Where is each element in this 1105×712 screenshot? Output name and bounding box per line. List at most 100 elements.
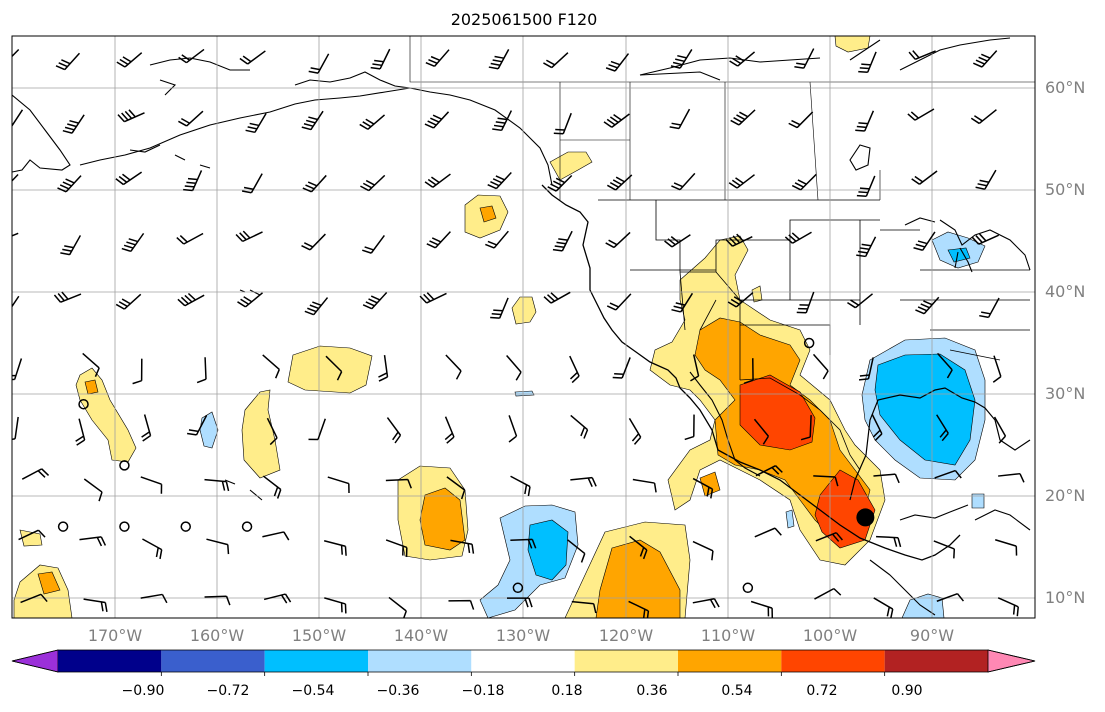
wind-barb: [83, 478, 103, 502]
wind-barb: [176, 232, 204, 245]
wind-barb: [815, 532, 843, 542]
wind-barb: [115, 171, 143, 186]
wind-barb: [183, 170, 203, 192]
wind-barb: [605, 53, 630, 72]
wind-barb: [448, 599, 475, 610]
wind-barb: [57, 175, 82, 193]
wind-barb: [750, 600, 774, 618]
wind-barb: [671, 172, 696, 191]
wind-barb: [327, 476, 350, 494]
wind-barb: [570, 476, 597, 488]
lat-label-30n: 30°N: [1045, 384, 1086, 403]
wind-barb: [813, 475, 839, 487]
wind-barb: [567, 539, 586, 563]
lon-label-160w: 160°W: [189, 626, 245, 645]
colorbar-tick-label: 0.18: [551, 683, 583, 699]
wind-barb: [262, 475, 282, 499]
wind-barb: [915, 296, 940, 315]
wind-barb: [730, 109, 756, 126]
wind-barb: [669, 108, 691, 130]
wind-barb: [362, 292, 388, 310]
wind-barb: [419, 292, 447, 304]
wind-barb: [196, 357, 207, 384]
colorbar-segment: [987, 649, 1036, 673]
coastlines-and-borders: [409, 36, 1035, 616]
lon-label-130w: 130°W: [495, 626, 551, 645]
colorbar-tick-label: 0.54: [721, 683, 753, 699]
wind-barb: [142, 538, 163, 560]
wind-barb: [18, 529, 46, 541]
wind-barb: [488, 49, 510, 70]
wind-barb: [378, 355, 389, 382]
wind-barb: [973, 50, 998, 68]
wind-barb: [266, 417, 278, 446]
wind-barb: [628, 417, 642, 445]
wind-barb: [628, 600, 650, 618]
wind-barb: [992, 355, 1002, 383]
calm-circle: [119, 460, 130, 471]
wind-barb: [510, 538, 537, 549]
calm-circle: [803, 337, 815, 349]
colorbar-segment: [574, 650, 678, 672]
wind-barb: [814, 587, 842, 600]
lon-label-170w: 170°W: [87, 626, 143, 645]
lat-label-60n: 60°N: [1045, 78, 1086, 97]
wind-barb: [692, 477, 714, 499]
wind-barb: [359, 114, 386, 130]
wind-barb: [115, 293, 142, 310]
wind-barb: [492, 110, 513, 132]
colorbar-segment: [264, 650, 368, 672]
wind-barb: [936, 352, 953, 379]
colorbar-outline: [11, 649, 1036, 673]
wind-barb: [552, 230, 573, 252]
wind-barb: [132, 358, 143, 385]
wind-barb: [446, 476, 466, 500]
wind-barb: [204, 478, 230, 492]
wind-barb: [606, 174, 633, 191]
wind-barb: [487, 171, 512, 190]
wind-barb: [508, 415, 518, 443]
colorbar-tick-label: −0.72: [206, 683, 250, 699]
wind-barb: [12, 48, 20, 66]
colorbar-segment: [11, 649, 59, 673]
colorbar-tick-label: −0.18: [461, 683, 505, 699]
wind-barb: [140, 593, 168, 604]
lat-label-50n: 50°N: [1045, 180, 1086, 199]
wind-barb: [53, 291, 82, 303]
wind-barb: [606, 293, 632, 311]
colorbar-segment: [368, 650, 472, 672]
wind-barb: [629, 535, 648, 560]
wind-barb: [858, 51, 877, 73]
colorbar-segment: [58, 650, 162, 672]
wind-barb: [178, 48, 205, 64]
graticule: [12, 36, 1035, 618]
wind-barb: [79, 536, 107, 547]
wind-barb: [177, 292, 205, 307]
wind-barb: [690, 354, 700, 382]
wind-barb: [796, 291, 815, 314]
calm-circle: [78, 398, 89, 410]
wind-barb: [855, 110, 875, 132]
wind-barb: [800, 415, 812, 441]
wind-barb: [543, 291, 571, 304]
wind-barb: [450, 539, 475, 554]
wind-barb: [971, 233, 1000, 245]
wind-barb: [485, 230, 509, 249]
wind-barb: [140, 476, 163, 494]
wind-barb: [62, 114, 85, 134]
wind-barb: [570, 414, 589, 439]
wind-barb: [235, 230, 263, 243]
lon-label-120w: 120°W: [598, 626, 654, 645]
wind-barb: [490, 297, 509, 319]
wind-barb: [794, 48, 815, 69]
wind-barb: [370, 48, 391, 70]
wind-barb: [82, 352, 100, 377]
wind-barbs: [12, 48, 1025, 618]
wind-barb: [784, 231, 812, 244]
wind-barb: [743, 358, 754, 385]
wind-barb: [543, 52, 569, 69]
colorbar-tick-label: −0.36: [376, 683, 420, 699]
colorbar-tick-label: −0.90: [121, 683, 165, 699]
wind-barb: [301, 110, 324, 131]
wind-barb: [571, 600, 597, 614]
